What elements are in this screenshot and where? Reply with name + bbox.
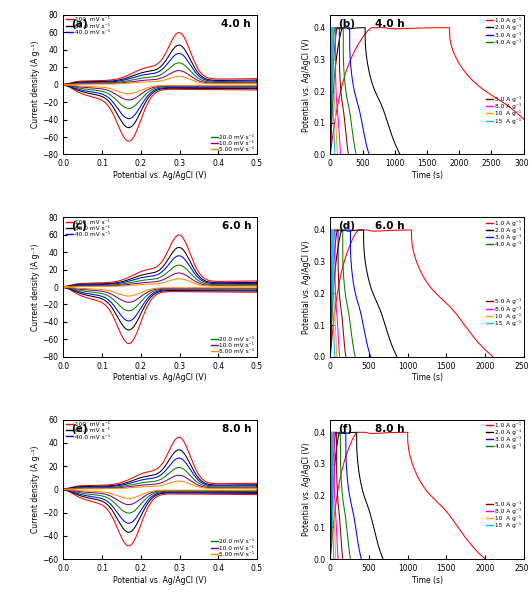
- Text: 6.0 h: 6.0 h: [375, 221, 404, 231]
- Legend: 20.0 mV s⁻¹, 10.0 mV s⁻¹, 5.00 mV s⁻¹: 20.0 mV s⁻¹, 10.0 mV s⁻¹, 5.00 mV s⁻¹: [210, 539, 255, 557]
- Legend: 20.0 mV s⁻¹, 10.0 mV s⁻¹, 5.00 mV s⁻¹: 20.0 mV s⁻¹, 10.0 mV s⁻¹, 5.00 mV s⁻¹: [210, 134, 255, 152]
- Text: 8.0 h: 8.0 h: [222, 424, 251, 434]
- Text: (f): (f): [338, 424, 352, 434]
- Text: (e): (e): [71, 424, 88, 434]
- Text: 8.0 h: 8.0 h: [375, 424, 404, 434]
- Legend: 5.0 A g⁻¹, 8.0 A g⁻¹, 10  A g⁻¹, 15  A g⁻¹: 5.0 A g⁻¹, 8.0 A g⁻¹, 10 A g⁻¹, 15 A g⁻¹: [486, 298, 522, 327]
- Y-axis label: Current density (A g⁻¹): Current density (A g⁻¹): [31, 41, 40, 129]
- Y-axis label: Current density (A g⁻¹): Current density (A g⁻¹): [31, 446, 40, 533]
- Y-axis label: Current density (A g⁻¹): Current density (A g⁻¹): [31, 243, 40, 331]
- X-axis label: Potential vs. Ag/AgCl (V): Potential vs. Ag/AgCl (V): [113, 171, 207, 180]
- X-axis label: Time (s): Time (s): [412, 373, 443, 383]
- Text: (c): (c): [71, 221, 87, 231]
- Y-axis label: Potential vs. Ag/AgCl (V): Potential vs. Ag/AgCl (V): [302, 240, 311, 334]
- Text: (d): (d): [338, 221, 355, 231]
- X-axis label: Time (s): Time (s): [412, 171, 443, 180]
- Text: (b): (b): [338, 19, 355, 29]
- Text: 4.0 h: 4.0 h: [222, 19, 251, 29]
- Text: 6.0 h: 6.0 h: [222, 221, 251, 231]
- Y-axis label: Potential vs. Ag/AgCl (V): Potential vs. Ag/AgCl (V): [302, 443, 311, 536]
- Text: 4.0 h: 4.0 h: [375, 19, 405, 29]
- X-axis label: Potential vs. Ag/AgCl (V): Potential vs. Ag/AgCl (V): [113, 373, 207, 383]
- Legend: 5.0 A g⁻¹, 8.0 A g⁻¹, 10  A g⁻¹, 15  A g⁻¹: 5.0 A g⁻¹, 8.0 A g⁻¹, 10 A g⁻¹, 15 A g⁻¹: [486, 96, 522, 124]
- Text: (a): (a): [71, 19, 88, 29]
- X-axis label: Potential vs. Ag/AgCl (V): Potential vs. Ag/AgCl (V): [113, 576, 207, 585]
- X-axis label: Time (s): Time (s): [412, 576, 443, 585]
- Y-axis label: Potential vs. Ag/AgCl (V): Potential vs. Ag/AgCl (V): [302, 38, 311, 132]
- Legend: 20.0 mV s⁻¹, 10.0 mV s⁻¹, 5.00 mV s⁻¹: 20.0 mV s⁻¹, 10.0 mV s⁻¹, 5.00 mV s⁻¹: [210, 336, 255, 355]
- Legend: 5.0 A g⁻¹, 8.0 A g⁻¹, 10  A g⁻¹, 15  A g⁻¹: 5.0 A g⁻¹, 8.0 A g⁻¹, 10 A g⁻¹, 15 A g⁻¹: [486, 500, 522, 529]
